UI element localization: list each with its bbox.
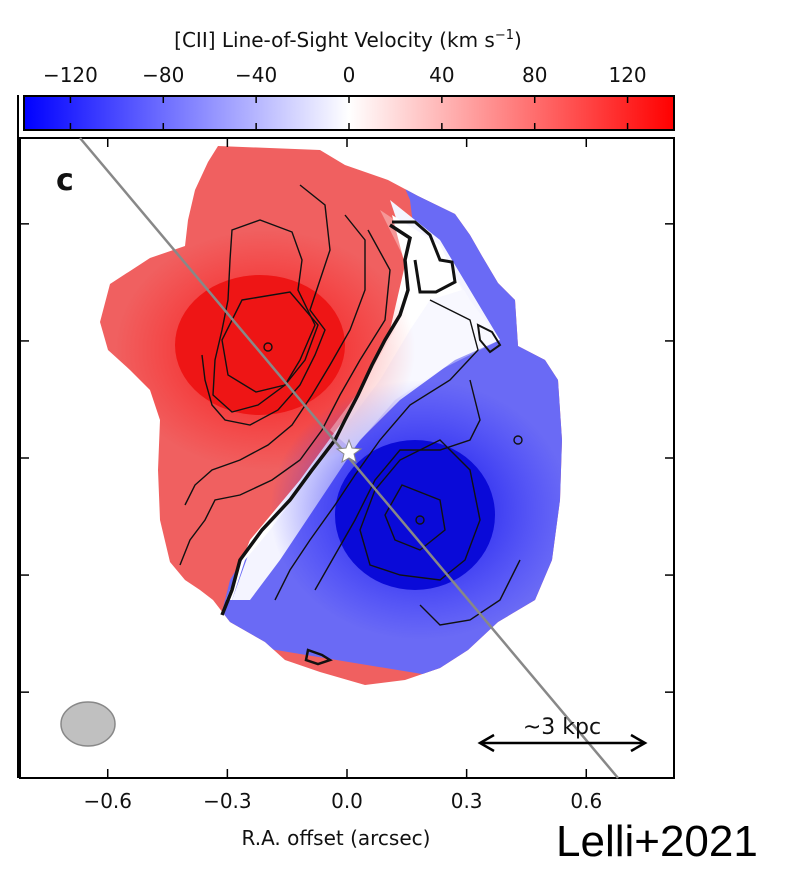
- colorbar-tick-label: −80: [142, 63, 184, 87]
- x-axis-label: R.A. offset (arcsec): [242, 826, 431, 850]
- colorbar-title: [CII] Line-of-Sight Velocity (km s−1): [174, 28, 522, 52]
- x-tick-label: −0.6: [83, 789, 132, 813]
- center-star-icon: [335, 438, 363, 464]
- panel-label: c: [56, 163, 74, 198]
- velocity-contours: [179, 184, 523, 666]
- colorbar-ticks: [69, 96, 629, 130]
- colorbar-tick-labels: −120 −80 −40 0 40 80 120: [43, 63, 647, 87]
- scale-bar: [477, 733, 648, 753]
- x-tick-label: 0.6: [570, 789, 602, 813]
- x-axis-ticks: [106, 138, 588, 778]
- x-tick-label: 0.3: [451, 789, 483, 813]
- colorbar-tick-label: −40: [235, 63, 277, 87]
- x-axis-tick-labels: −0.6 −0.3 0.0 0.3 0.6: [83, 789, 602, 813]
- colorbar-tick-label: 120: [608, 63, 646, 87]
- x-tick-label: 0.0: [331, 789, 363, 813]
- colorbar-tick-label: 80: [522, 63, 547, 87]
- colorbar-tick-label: 0: [343, 63, 356, 87]
- citation-text: Lelli+2021: [556, 817, 758, 866]
- y-axis-ticks: [20, 223, 674, 693]
- x-tick-label: −0.3: [203, 789, 252, 813]
- colorbar-tick-label: −120: [43, 63, 98, 87]
- scale-bar-label: ~3 kpc: [523, 715, 601, 740]
- colorbar-tick-label: 40: [429, 63, 454, 87]
- beam-ellipse-icon: [60, 701, 116, 747]
